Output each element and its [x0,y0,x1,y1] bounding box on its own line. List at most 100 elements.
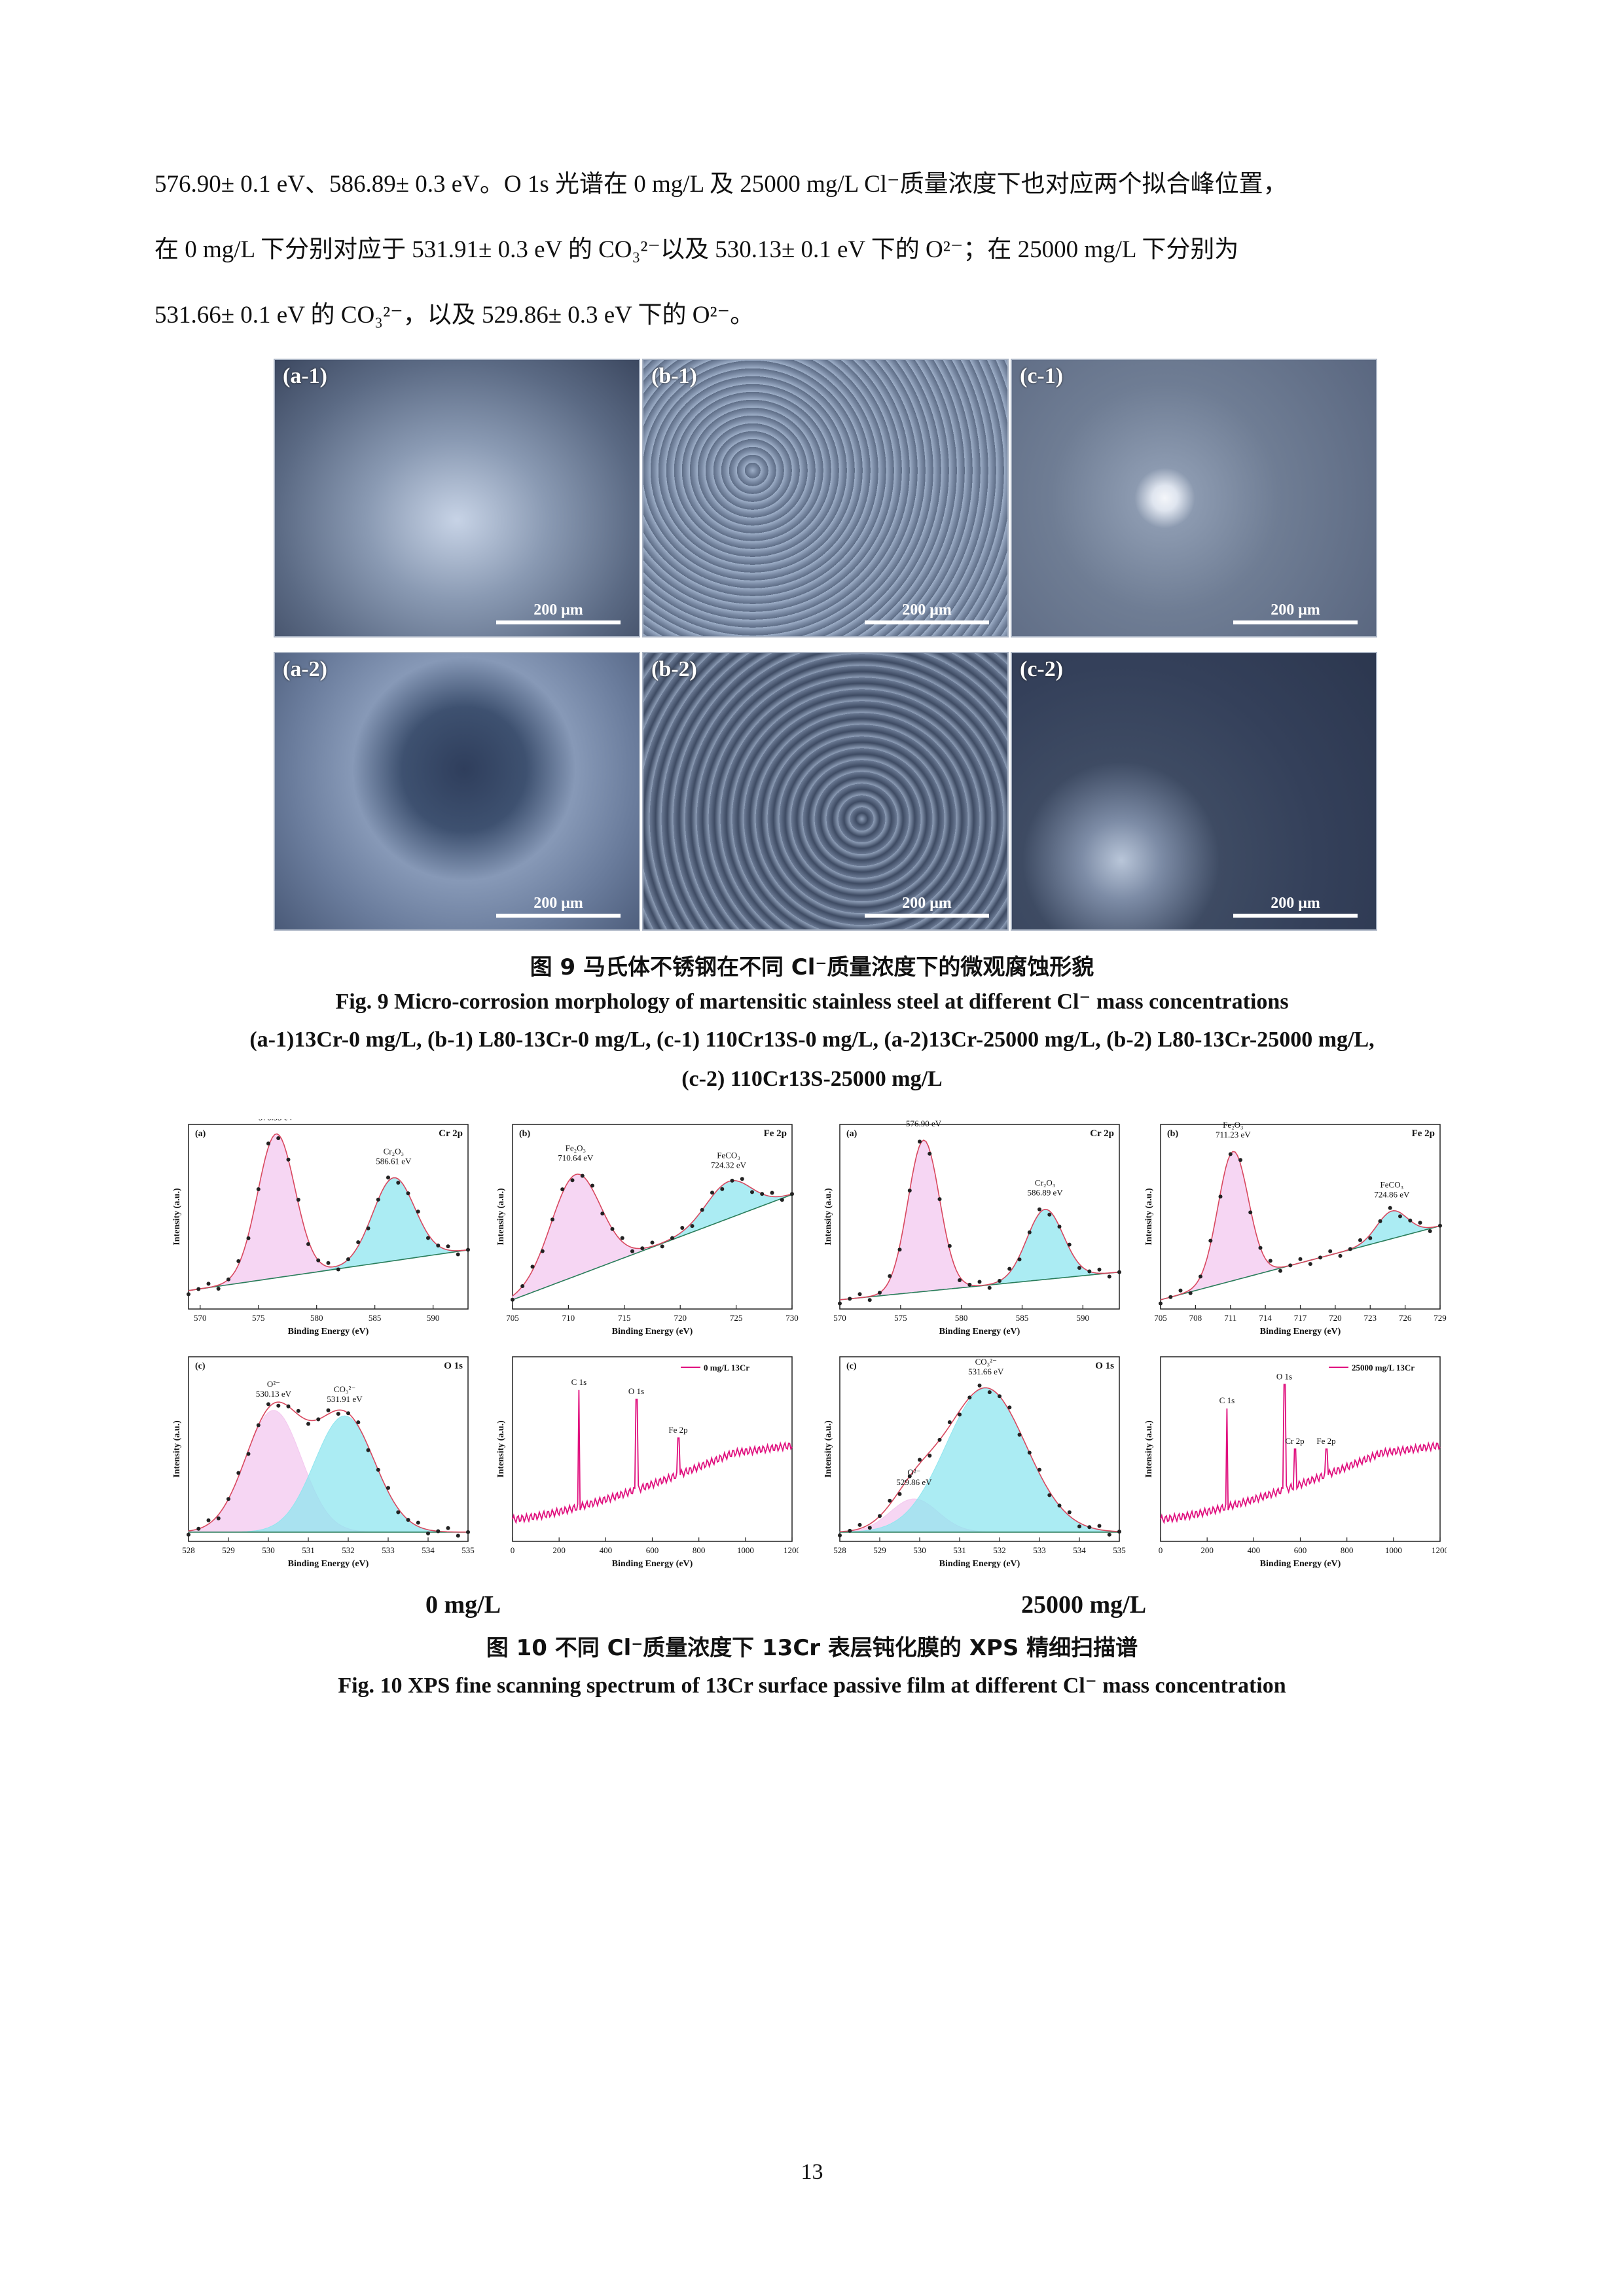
x-axis-label: Binding Energy (eV) [939,1327,1020,1336]
data-point [1328,1249,1333,1253]
data-point [1188,1291,1193,1295]
peak-energy-label: 576.90 eV [906,1119,942,1128]
sem-label: (a-2) [283,657,327,681]
data-point [366,1448,370,1452]
data-point [296,1408,300,1413]
x-tick-label: 570 [194,1313,207,1323]
data-point [446,1244,450,1249]
sem-label: (b-2) [651,657,697,681]
data-point [276,1403,281,1408]
data-point [1067,1510,1072,1515]
body-line-1: 576.90± 0.1 eV、586.89± 0.3 eV。O 1s 光谱在 0… [154,171,1288,198]
sem-label: (c-1) [1020,364,1064,388]
data-point [316,1417,321,1422]
data-point [998,1279,1001,1283]
sem-image-b2: (b-2) 200 μm [642,652,1009,931]
background-line [512,1194,793,1300]
data-point [1248,1210,1253,1215]
data-point [511,1297,514,1302]
survey-peak-label: C 1s [571,1377,586,1387]
data-point [236,1259,241,1263]
data-point [226,1497,230,1501]
data-point [316,1258,321,1263]
data-point [660,1244,664,1249]
data-point [196,1287,201,1291]
sem-label: (a-1) [283,364,327,388]
data-point [620,1236,624,1240]
body-line-3: 531.66± 0.1 eV 的 CO₃²⁻，以及 529.86± 0.3 eV… [154,302,755,329]
data-point [998,1394,1001,1399]
x-tick-label: 400 [1248,1545,1261,1555]
data-point [857,1522,862,1527]
data-point [987,1285,992,1290]
y-axis-label: Intensity (a.u.) [172,1188,182,1246]
peak-energy-label: 711.23 eV [1216,1130,1251,1139]
panel-label: (a) [195,1129,206,1139]
y-axis-label: Intensity (a.u.) [496,1188,506,1246]
data-point [1308,1262,1312,1266]
data-point [1428,1229,1432,1233]
panel-label: (b) [519,1129,530,1139]
data-point [897,1492,902,1496]
fit-envelope [839,1387,1120,1532]
x-axis-label: Binding Energy (eV) [1260,1327,1341,1336]
data-point [376,1467,380,1472]
data-point [1107,1532,1111,1537]
x-tick-label: 720 [1329,1313,1342,1323]
xps-panel-fe2p-0: 705 710 715 720 725 730 Binding Energy (eV) Int… [481,1119,799,1345]
x-tick-label: 590 [1077,1313,1090,1323]
x-tick-label: 720 [674,1313,687,1323]
x-tick-label: 1000 [1385,1545,1402,1555]
peak-species-label: O²⁻ [907,1467,920,1477]
peak-species-label: FeCO₃ [717,1150,740,1160]
x-tick-label: 600 [1294,1545,1307,1555]
xps-panel-o1s-0: 528 529 530 531 532 533 534 535 Binding Energy (… [157,1352,475,1577]
data-point [1067,1242,1072,1247]
data-point [1178,1288,1183,1293]
sem-image-a2: (a-2) 200 μm [274,652,640,931]
x-tick-label: 729 [1434,1313,1447,1323]
page-number: 13 [801,2160,823,2184]
data-point [426,1531,430,1535]
data-point [1418,1221,1422,1225]
element-label: Fe 2p [764,1128,787,1139]
data-point [550,1217,554,1222]
data-point [1017,1433,1022,1437]
x-tick-label: 535 [461,1545,475,1555]
x-axis-label: Binding Energy (eV) [288,1559,369,1569]
data-point [1358,1238,1362,1242]
data-point [848,1297,852,1301]
x-axis-label: Binding Energy (eV) [1260,1559,1341,1569]
sem-image-c1: (c-1) 200 μm [1011,359,1377,637]
data-point [216,1287,221,1291]
data-point [1268,1259,1272,1263]
xps-panel-survey-25000: 0 200 400 600 800 1000 1200 Binding Energy (eV)… [1129,1352,1447,1577]
data-point [1087,1269,1092,1274]
x-axis-label: Binding Energy (eV) [288,1327,369,1336]
x-tick-label: 528 [833,1545,846,1555]
x-tick-label: 585 [369,1313,382,1323]
data-point [918,1139,922,1144]
x-tick-label: 711 [1224,1313,1236,1323]
data-point [1038,1207,1041,1211]
data-point [366,1226,370,1230]
peak-energy-label: 724.32 eV [711,1160,747,1170]
data-point [1208,1238,1213,1243]
survey-peak-label: Fe 2p [668,1425,687,1435]
sem-image-a1: (a-1) 200 μm [274,359,640,637]
data-point [1038,1467,1041,1472]
x-tick-label: 708 [1189,1313,1202,1323]
x-tick-label: 705 [1154,1313,1167,1323]
data-point [720,1187,725,1191]
data-point [1288,1263,1293,1268]
data-point [456,1534,460,1538]
x-tick-label: 400 [600,1545,613,1555]
x-tick-label: 710 [562,1313,575,1323]
data-point [1007,1405,1012,1410]
data-point [356,1420,361,1425]
sem-label: (c-2) [1020,657,1064,681]
data-point [1278,1268,1282,1273]
data-point [1077,1524,1081,1529]
data-point [187,1532,190,1537]
x-tick-label: 532 [342,1545,355,1555]
